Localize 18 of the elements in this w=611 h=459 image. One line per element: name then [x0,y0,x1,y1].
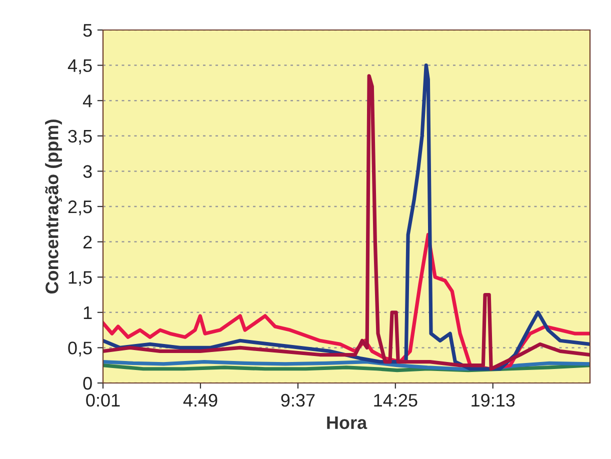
y-tick-label: 2,5 [68,200,92,216]
y-tick-label: 4,5 [68,59,92,74]
x-tick-label: 19:13 [472,394,515,407]
y-tick-label: 5 [83,24,92,37]
x-tick-label: 4:49 [183,394,218,407]
x-tick-label: 9:37 [281,394,315,407]
y-tick-label: 1 [84,306,92,319]
y-tick-label: 3,5 [68,130,92,145]
y-tick-label: 4 [82,94,92,108]
x-tick-label: 0:01 [86,394,120,407]
x-tick-label: 14:25 [374,394,418,407]
y-tick-label: 0 [83,376,92,390]
y-tick-label: 2 [83,236,92,248]
y-tick-label: 3 [83,165,92,178]
y-tick-label: 1,5 [68,271,92,286]
y-tick-label: 0,5 [68,342,92,357]
y-axis-title: Concentração (ppm) [45,120,62,294]
x-axis-title: Hora [327,416,368,430]
